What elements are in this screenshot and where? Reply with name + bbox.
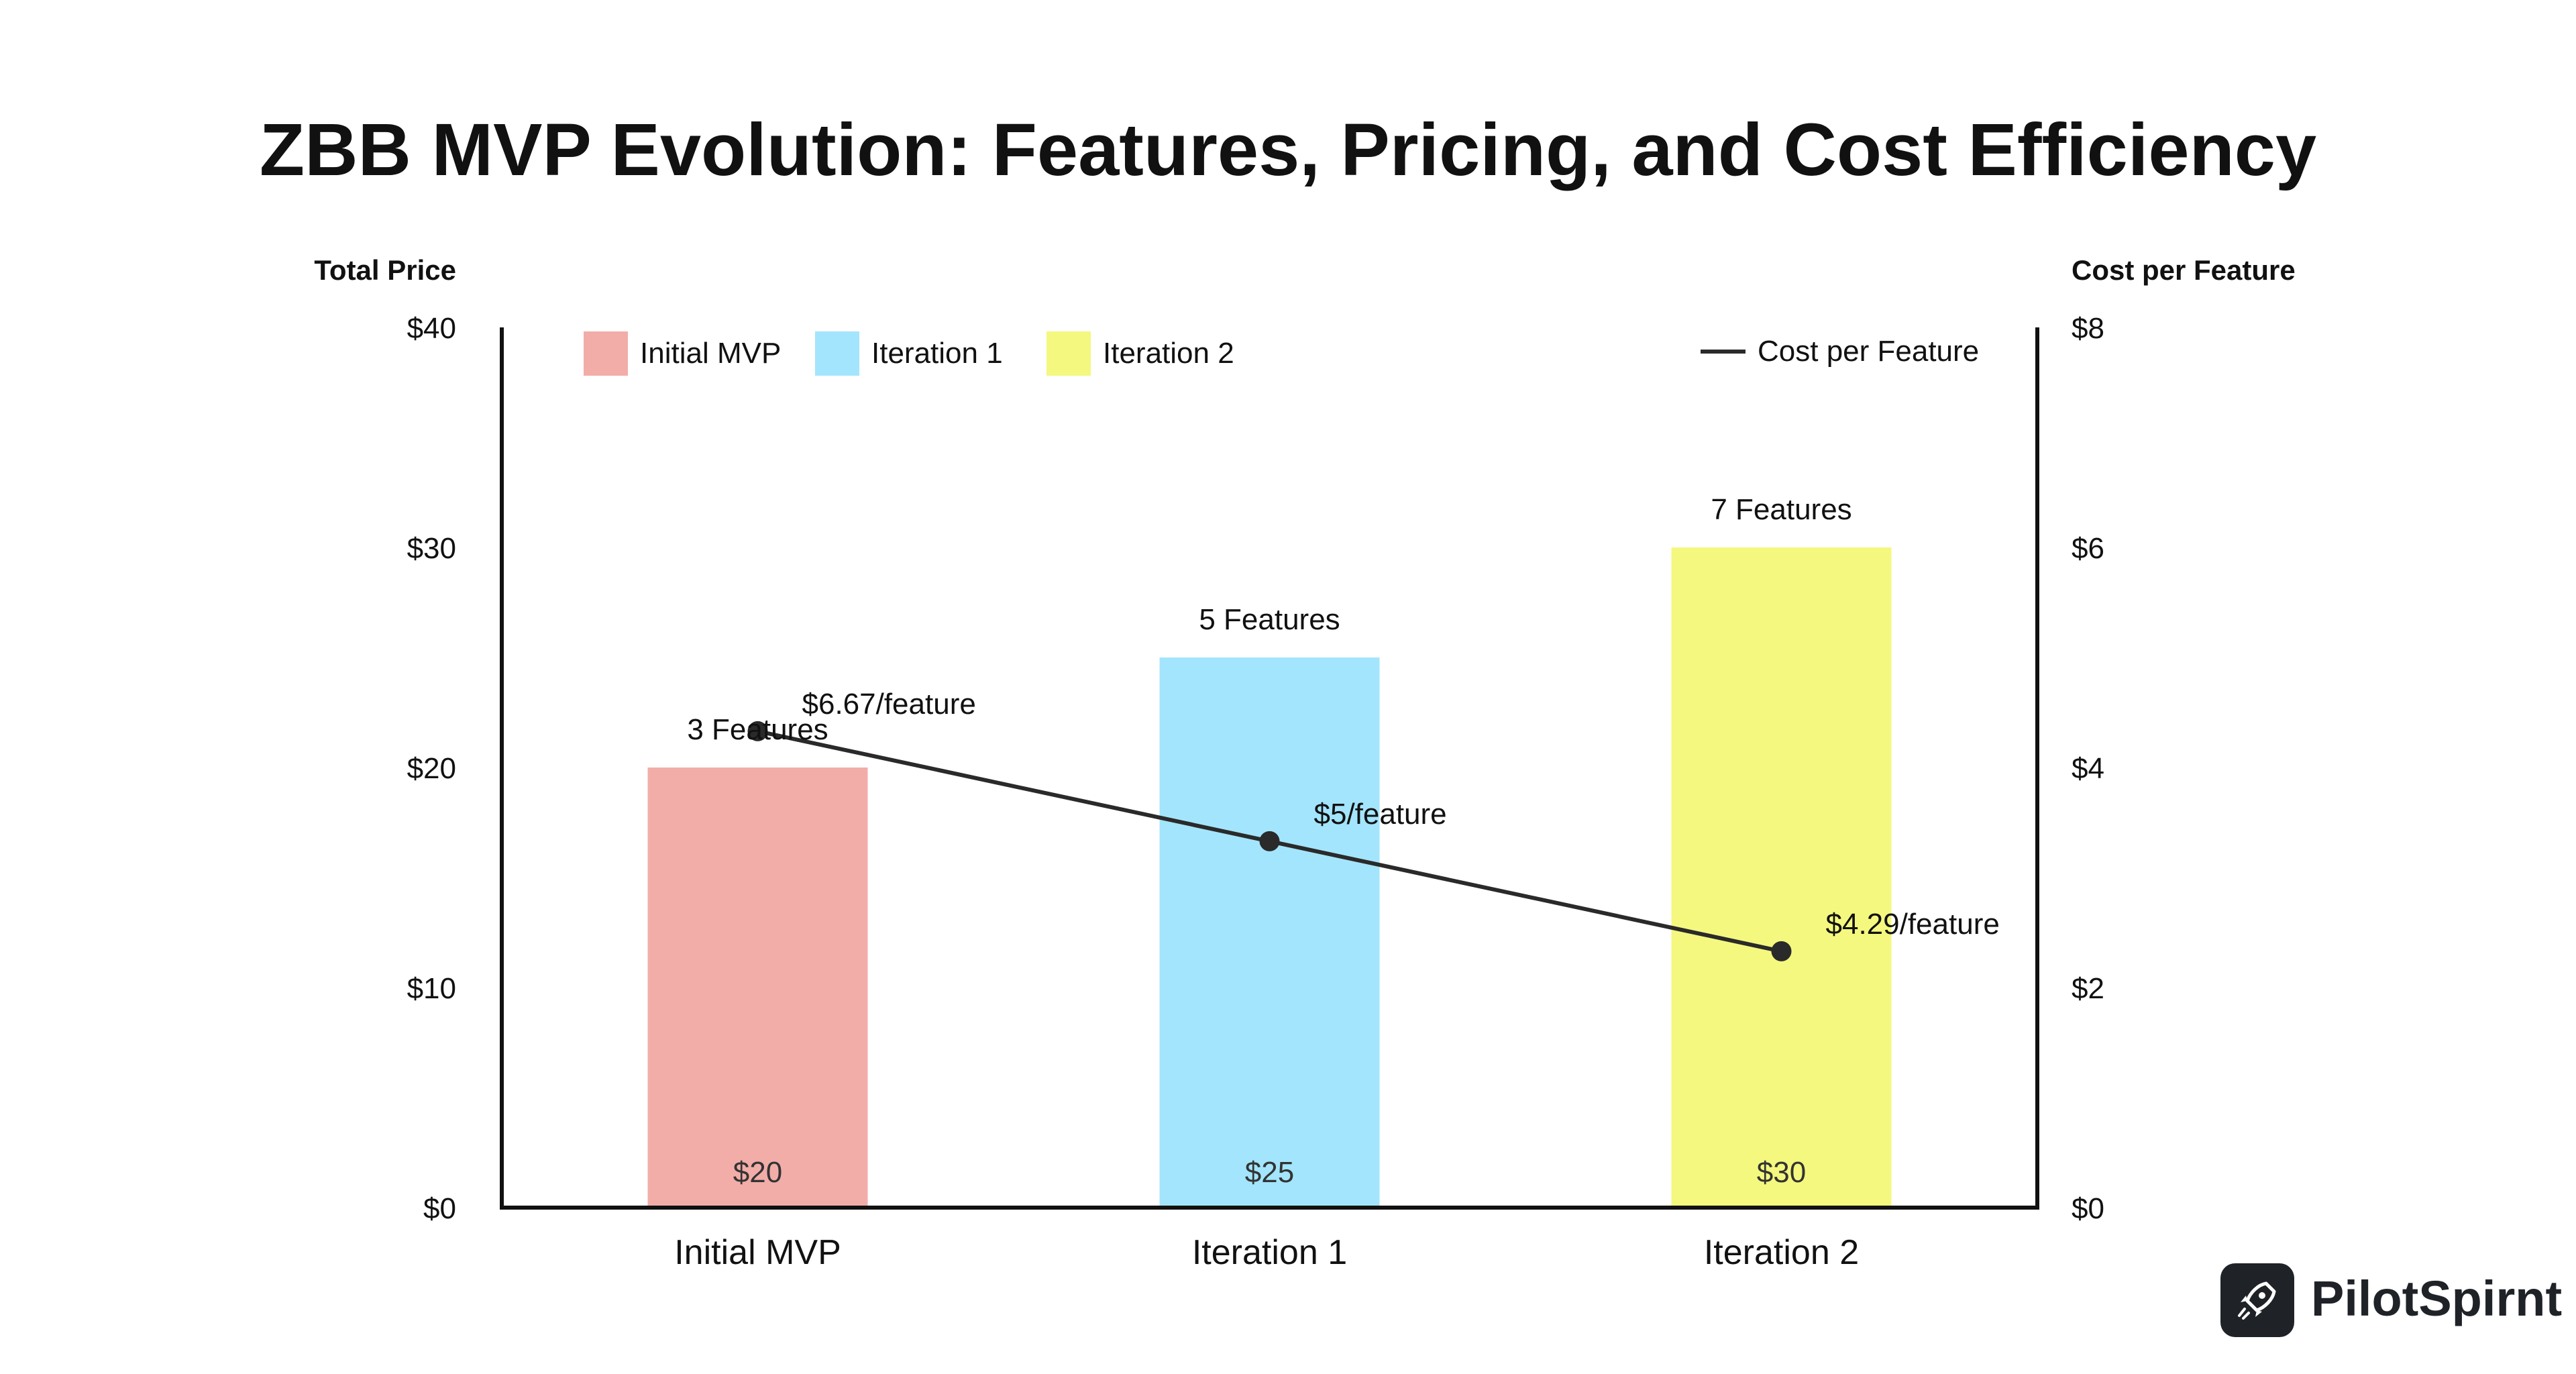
- y-right-tick-label: $8: [2072, 312, 2104, 345]
- chart-title: ZBB MVP Evolution: Features, Pricing, an…: [259, 109, 2317, 191]
- cost-point-label: $4.29/feature: [1826, 908, 2000, 941]
- y-left-tick-label: $10: [407, 972, 456, 1005]
- y-left-tick-label: $0: [423, 1192, 456, 1225]
- bar-features-label: 7 Features: [1711, 493, 1851, 526]
- cost-point-label: $5/feature: [1314, 798, 1447, 831]
- y-right-tick-label: $6: [2072, 532, 2104, 565]
- bar-value-label: $25: [1245, 1156, 1294, 1189]
- bar-features-label: 3 Features: [687, 713, 828, 746]
- bar-features-label: 5 Features: [1199, 603, 1340, 636]
- cost-point-2: [1259, 831, 1280, 851]
- bar-2: [1159, 657, 1380, 1208]
- y-left-tick-label: $40: [407, 312, 456, 345]
- legend-label: Iteration 1: [871, 337, 1003, 370]
- legend-label: Initial MVP: [640, 337, 781, 370]
- x-tick-label: Iteration 1: [1192, 1233, 1347, 1272]
- y-left-tick-label: $30: [407, 532, 456, 565]
- y-right-tick-label: $4: [2072, 752, 2104, 785]
- y-right-tick-label: $0: [2072, 1192, 2104, 1225]
- bar-value-label: $20: [733, 1156, 782, 1189]
- bar-1: [647, 768, 868, 1208]
- legend-label: Iteration 2: [1103, 337, 1234, 370]
- x-tick-label: Initial MVP: [674, 1233, 841, 1272]
- legend-swatch: [815, 331, 859, 376]
- cost-point-1: [747, 721, 768, 741]
- cost-point-label: $6.67/feature: [802, 688, 976, 721]
- y-left-tick-label: $20: [407, 752, 456, 785]
- bar-value-label: $30: [1757, 1156, 1806, 1189]
- brand-name: PilotSpirnt: [2311, 1271, 2563, 1326]
- y-right-tick-label: $2: [2072, 972, 2104, 1005]
- legend-swatch: [584, 331, 628, 376]
- y-left-axis-title: Total Price: [314, 254, 456, 286]
- legend-swatch: [1046, 331, 1091, 376]
- y-right-axis-title: Cost per Feature: [2072, 254, 2296, 286]
- rocket-icon: [2220, 1263, 2294, 1337]
- legend-label: Cost per Feature: [1758, 335, 1979, 368]
- bar-3: [1671, 547, 1892, 1208]
- x-tick-label: Iteration 2: [1704, 1233, 1859, 1272]
- cost-point-3: [1771, 941, 1792, 961]
